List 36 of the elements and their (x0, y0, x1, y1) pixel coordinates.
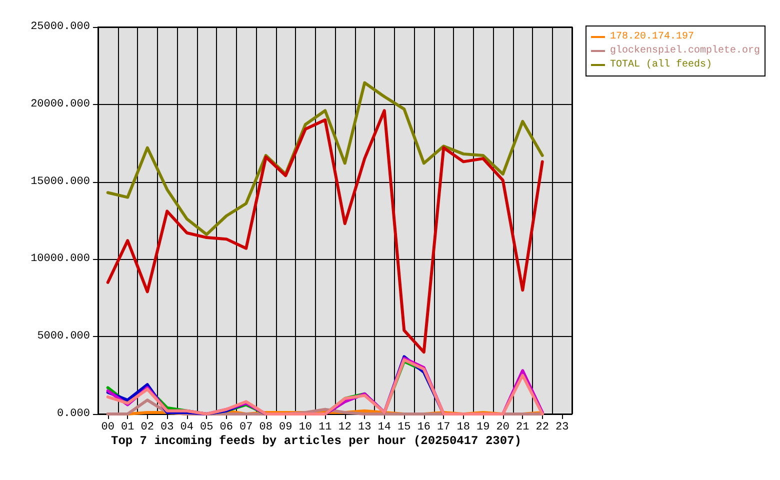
y-tick-label: 15000.000 (30, 176, 90, 188)
x-tick-label: 05 (200, 422, 214, 434)
x-tick-label: 18 (456, 422, 470, 434)
x-tick-label: 02 (140, 422, 154, 434)
x-tick-label: 08 (259, 422, 272, 434)
x-tick-label: 13 (358, 422, 372, 434)
x-tick-label: 00 (101, 422, 114, 434)
x-tick-label: 07 (240, 422, 253, 434)
x-tick-label: 16 (417, 422, 430, 434)
x-tick-label: 17 (437, 422, 450, 434)
line-series (106, 109, 544, 354)
x-tick-label: 01 (121, 422, 135, 434)
y-tick-label: 5000.000 (37, 330, 90, 343)
y-tick-label: 0.000 (56, 408, 90, 420)
legend-label: glockenspiel.complete.org (610, 44, 760, 56)
x-tick-label: 14 (378, 422, 392, 434)
x-tick-label: 20 (496, 422, 510, 434)
line-series (106, 81, 544, 236)
legend-label: TOTAL (all feeds) (610, 58, 712, 70)
x-tick-label: 04 (180, 422, 194, 434)
x-tick-label: 06 (220, 422, 233, 434)
x-tick-label: 15 (398, 422, 411, 434)
y-tick-label: 20000.000 (30, 98, 90, 110)
x-tick-label: 09 (279, 422, 292, 434)
y-tick-label: 25000.000 (30, 21, 90, 33)
x-tick-label: 19 (476, 422, 490, 434)
legend-label: 178.20.174.197 (610, 32, 694, 42)
x-tick-label: 23 (556, 422, 569, 434)
x-tick-label: 21 (516, 422, 530, 434)
x-tick-label: 12 (338, 422, 352, 434)
x-tick-label: 22 (536, 422, 549, 434)
y-tick-label: 10000.000 (30, 253, 90, 266)
x-tick-label: 10 (298, 422, 312, 434)
x-tick-label: 11 (318, 422, 332, 434)
x-tick-label: 03 (160, 422, 174, 434)
text: Top 7 incoming feeds by articles per hour (20250417 2307) (111, 434, 522, 448)
